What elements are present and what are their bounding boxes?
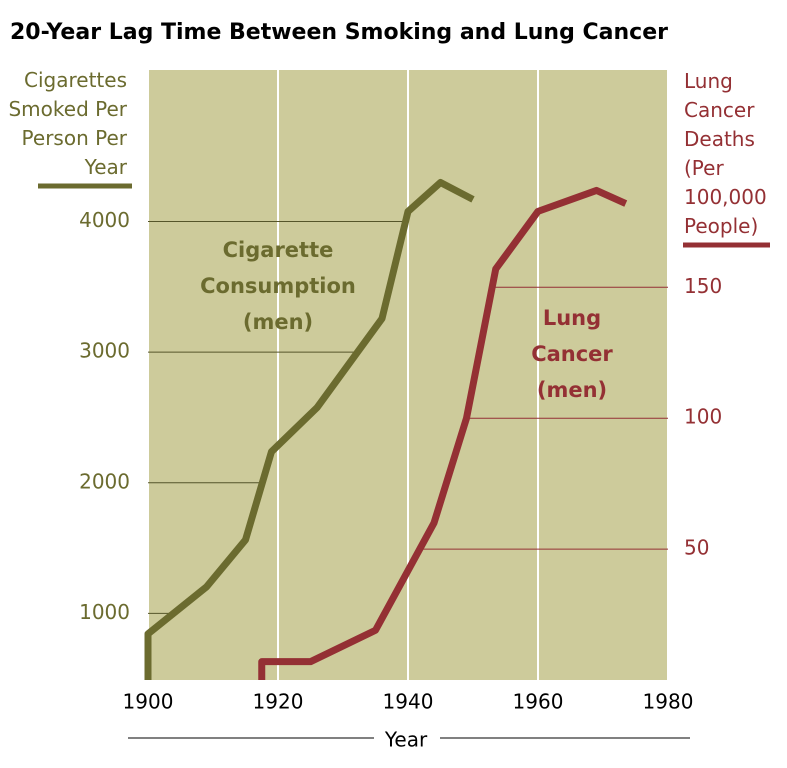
- x-tick-label: 1980: [643, 690, 694, 714]
- y2-tick-label: 100: [684, 405, 722, 429]
- y2-tick-label: 150: [684, 274, 722, 298]
- y2-axis-label: Lung Cancer Deaths (Per 100,000 People): [684, 69, 767, 238]
- x-tick-label: 1920: [253, 690, 304, 714]
- data-line: [258, 186, 628, 680]
- x-tick-label: 1900: [123, 690, 174, 714]
- y-tick-label: 3000: [79, 339, 130, 363]
- series-label: Cigarette Consumption (men): [200, 238, 356, 334]
- y-tick-label: 4000: [79, 208, 130, 232]
- x-tick-label: 1940: [383, 690, 434, 714]
- y-axis-label: Cigarettes Smoked Per Person Per Year: [8, 68, 127, 179]
- series-label: Lung Cancer (men): [531, 306, 613, 402]
- chart-title: 20-Year Lag Time Between Smoking and Lun…: [10, 20, 668, 45]
- x-axis-label: Year: [384, 728, 428, 752]
- y2-tick-label: 50: [684, 536, 709, 560]
- x-tick-label: 1960: [513, 690, 564, 714]
- y-tick-label: 1000: [79, 600, 130, 624]
- data-line: [144, 178, 475, 680]
- y-tick-label: 2000: [79, 469, 130, 493]
